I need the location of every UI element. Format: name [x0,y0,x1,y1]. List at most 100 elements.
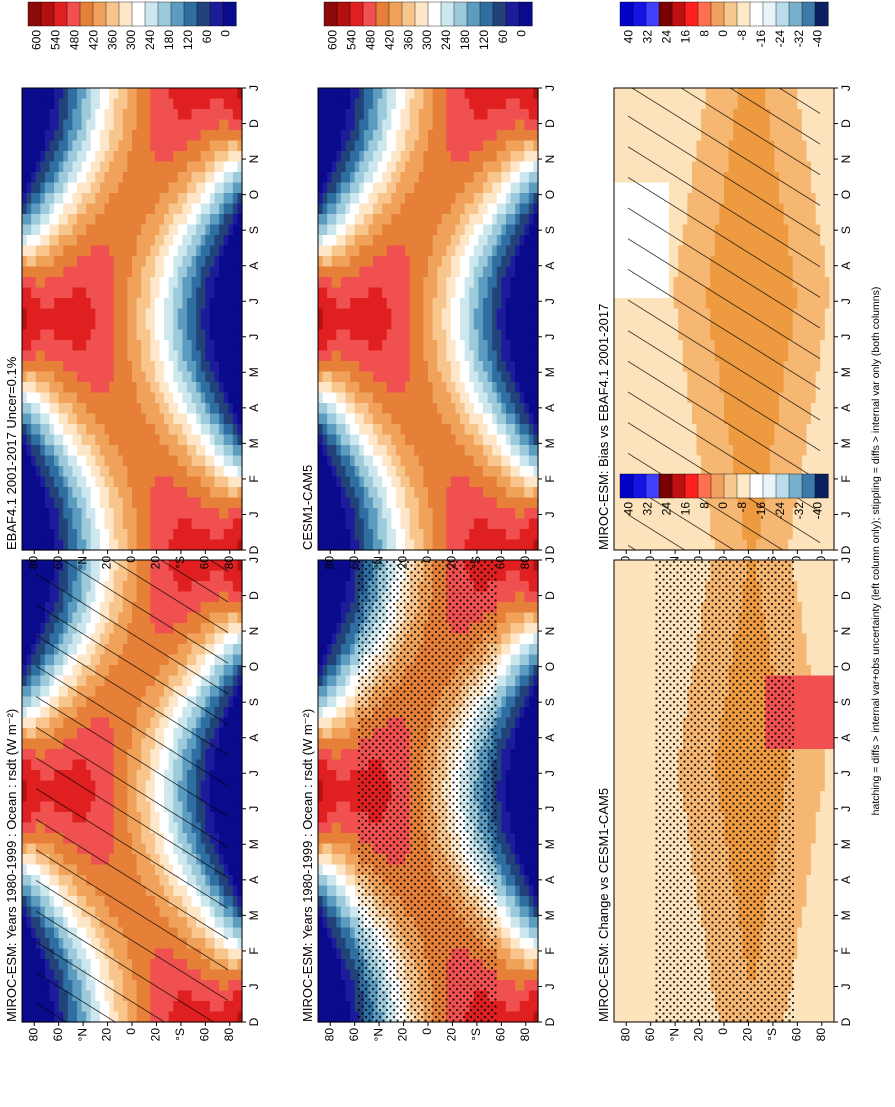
heat-cell [45,477,50,488]
heat-cell [77,382,82,393]
heat-cell [68,162,73,173]
heat-cell [228,791,233,802]
heat-cell [529,592,534,603]
heat-cell [346,697,351,708]
heat-cell [506,770,511,781]
heat-cell [31,928,36,939]
heat-cell [31,172,36,183]
heat-cell [27,823,32,834]
heat-cell [59,372,64,383]
lat-tick-label: 20 [149,1028,163,1042]
heat-cell [346,623,351,634]
heat-cell [233,991,238,1002]
month-tick-label: D [543,591,557,600]
heat-cell [350,676,355,687]
heat-cell [350,938,355,949]
heat-cell [323,686,328,697]
heat-cell [341,970,346,981]
heat-cell [27,865,32,876]
heat-cell [520,907,525,918]
heat-cell [36,172,41,183]
heat-cell [323,592,328,603]
heat-cell [515,886,520,897]
heat-cell [54,298,59,309]
heat-cell [501,938,506,949]
heat-cell [27,445,32,456]
heat-cell [529,980,534,991]
heat-cell [68,225,73,236]
heat-cell [59,456,64,467]
heat-cell [336,781,341,792]
heat-cell [323,634,328,645]
heat-cell [59,193,64,204]
heat-cell [318,781,323,792]
heat-cell [529,739,534,750]
heat-cell [22,435,27,446]
heat-cell [77,424,82,435]
heat-cell [501,791,506,802]
heat-cell [50,508,55,519]
heat-cell [59,141,64,152]
heat-cell [336,928,341,939]
heat-cell [529,718,534,729]
heat-cell [27,193,32,204]
heat-cell [59,393,64,404]
heat-cell [506,686,511,697]
heat-cell [36,267,41,278]
heat-cell [318,980,323,991]
heat-cell [45,141,50,152]
heat-cell [511,686,516,697]
heat-cell [332,959,337,970]
heat-cell [59,183,64,194]
heat-cell [529,770,534,781]
heat-cell [336,749,341,760]
heat-cell [45,529,50,540]
heat-cell [336,886,341,897]
heat-cell [336,655,341,666]
heat-cell [520,875,525,886]
heat-cell [323,728,328,739]
heat-cell [45,393,50,404]
heat-cell [54,424,59,435]
heat-cell [63,319,68,330]
panel-title: MIROC-ESM: Years 1980-1999 : Ocean : rsd… [4,709,19,1022]
heat-cell [68,109,73,120]
heat-cell [515,634,520,645]
heat-cell [63,172,68,183]
heat-cell [40,351,45,362]
heat-cell [524,613,529,624]
heat-cell [524,602,529,613]
heat-cell [529,676,534,687]
heat-cell [82,340,87,351]
heat-cell [318,581,323,592]
heat-cell [40,88,45,99]
month-tick-label: F [543,947,557,954]
heat-cell [524,644,529,655]
heat-cell [501,844,506,855]
heat-cell [50,414,55,425]
heat-cell [341,812,346,823]
heat-cell [27,760,32,771]
heat-cell [27,204,32,215]
heat-cell [520,634,525,645]
heat-cell [233,676,238,687]
heat-cell [233,760,238,771]
heat-cell [332,697,337,708]
heat-cell [346,571,351,582]
heat-cell [350,602,355,613]
heat-cell [27,655,32,666]
heat-cell [22,896,27,907]
heat-cell [332,886,337,897]
heat-cell [323,665,328,676]
heat-cell [515,949,520,960]
heat-cell [228,907,233,918]
heat-cell [50,298,55,309]
heat-cell [82,508,87,519]
heat-cell [524,970,529,981]
heat-cell [350,970,355,981]
heat-cell [506,833,511,844]
heat-cell [27,886,32,897]
heat-cell [341,886,346,897]
heat-cell [50,309,55,320]
heat-cell [520,665,525,676]
